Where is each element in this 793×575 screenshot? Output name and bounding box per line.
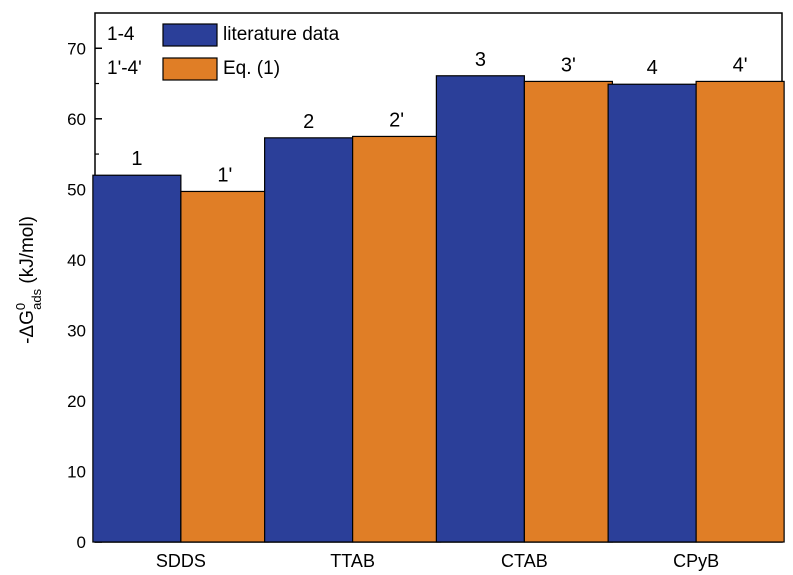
y-tick-label: 0	[77, 533, 86, 552]
bar	[352, 135, 442, 543]
legend-swatch	[162, 57, 218, 81]
bar-label: 3'	[561, 54, 576, 76]
y-tick-label: 60	[67, 110, 86, 129]
y-tick-label: 40	[67, 251, 86, 270]
y-axis-title-superscript: 0	[13, 303, 28, 310]
bar-label: 1	[131, 148, 142, 170]
bar	[695, 80, 785, 543]
bar-label: 4	[647, 57, 658, 79]
y-axis-title-main: -ΔG	[17, 310, 38, 344]
bar	[264, 137, 354, 543]
bar	[92, 174, 182, 543]
bar-label: 4'	[733, 54, 748, 76]
legend-series-name: Eq. (1)	[223, 58, 280, 79]
bars	[92, 75, 785, 543]
x-tick-label: CTAB	[501, 551, 548, 571]
y-tick-label: 20	[67, 392, 86, 411]
legend-series-name: literature data	[223, 24, 340, 45]
bar-label: 1'	[217, 164, 232, 186]
x-tick-label: CPyB	[673, 551, 719, 571]
bar-label: 2'	[389, 109, 404, 131]
y-tick-label: 70	[67, 39, 86, 58]
legend-prefix: 1-4	[107, 24, 135, 45]
x-tick-label: TTAB	[330, 551, 375, 571]
y-axis-title-units: (kJ/mol)	[17, 216, 38, 289]
y-axis-title-subscript: ads	[29, 288, 44, 309]
y-axis-title: -ΔG0ads (kJ/mol)	[13, 216, 44, 344]
bar	[523, 80, 613, 543]
y-tick-label: 30	[67, 321, 86, 340]
bar-labels: 1 1' 2 2' 3 3' 4 4'	[131, 49, 747, 187]
bar	[607, 83, 697, 543]
x-tick-label: SDDS	[156, 551, 206, 571]
bar-label: 2	[303, 111, 314, 133]
y-tick-label: 50	[67, 180, 86, 199]
legend-swatch	[162, 23, 218, 47]
legend: 1-4 literature data 1'-4' Eq. (1)	[107, 23, 340, 81]
bar	[435, 75, 525, 543]
bar	[180, 190, 270, 543]
legend-prefix: 1'-4'	[107, 58, 142, 79]
bar-label: 3	[475, 49, 486, 71]
y-tick-label: 10	[67, 462, 86, 481]
